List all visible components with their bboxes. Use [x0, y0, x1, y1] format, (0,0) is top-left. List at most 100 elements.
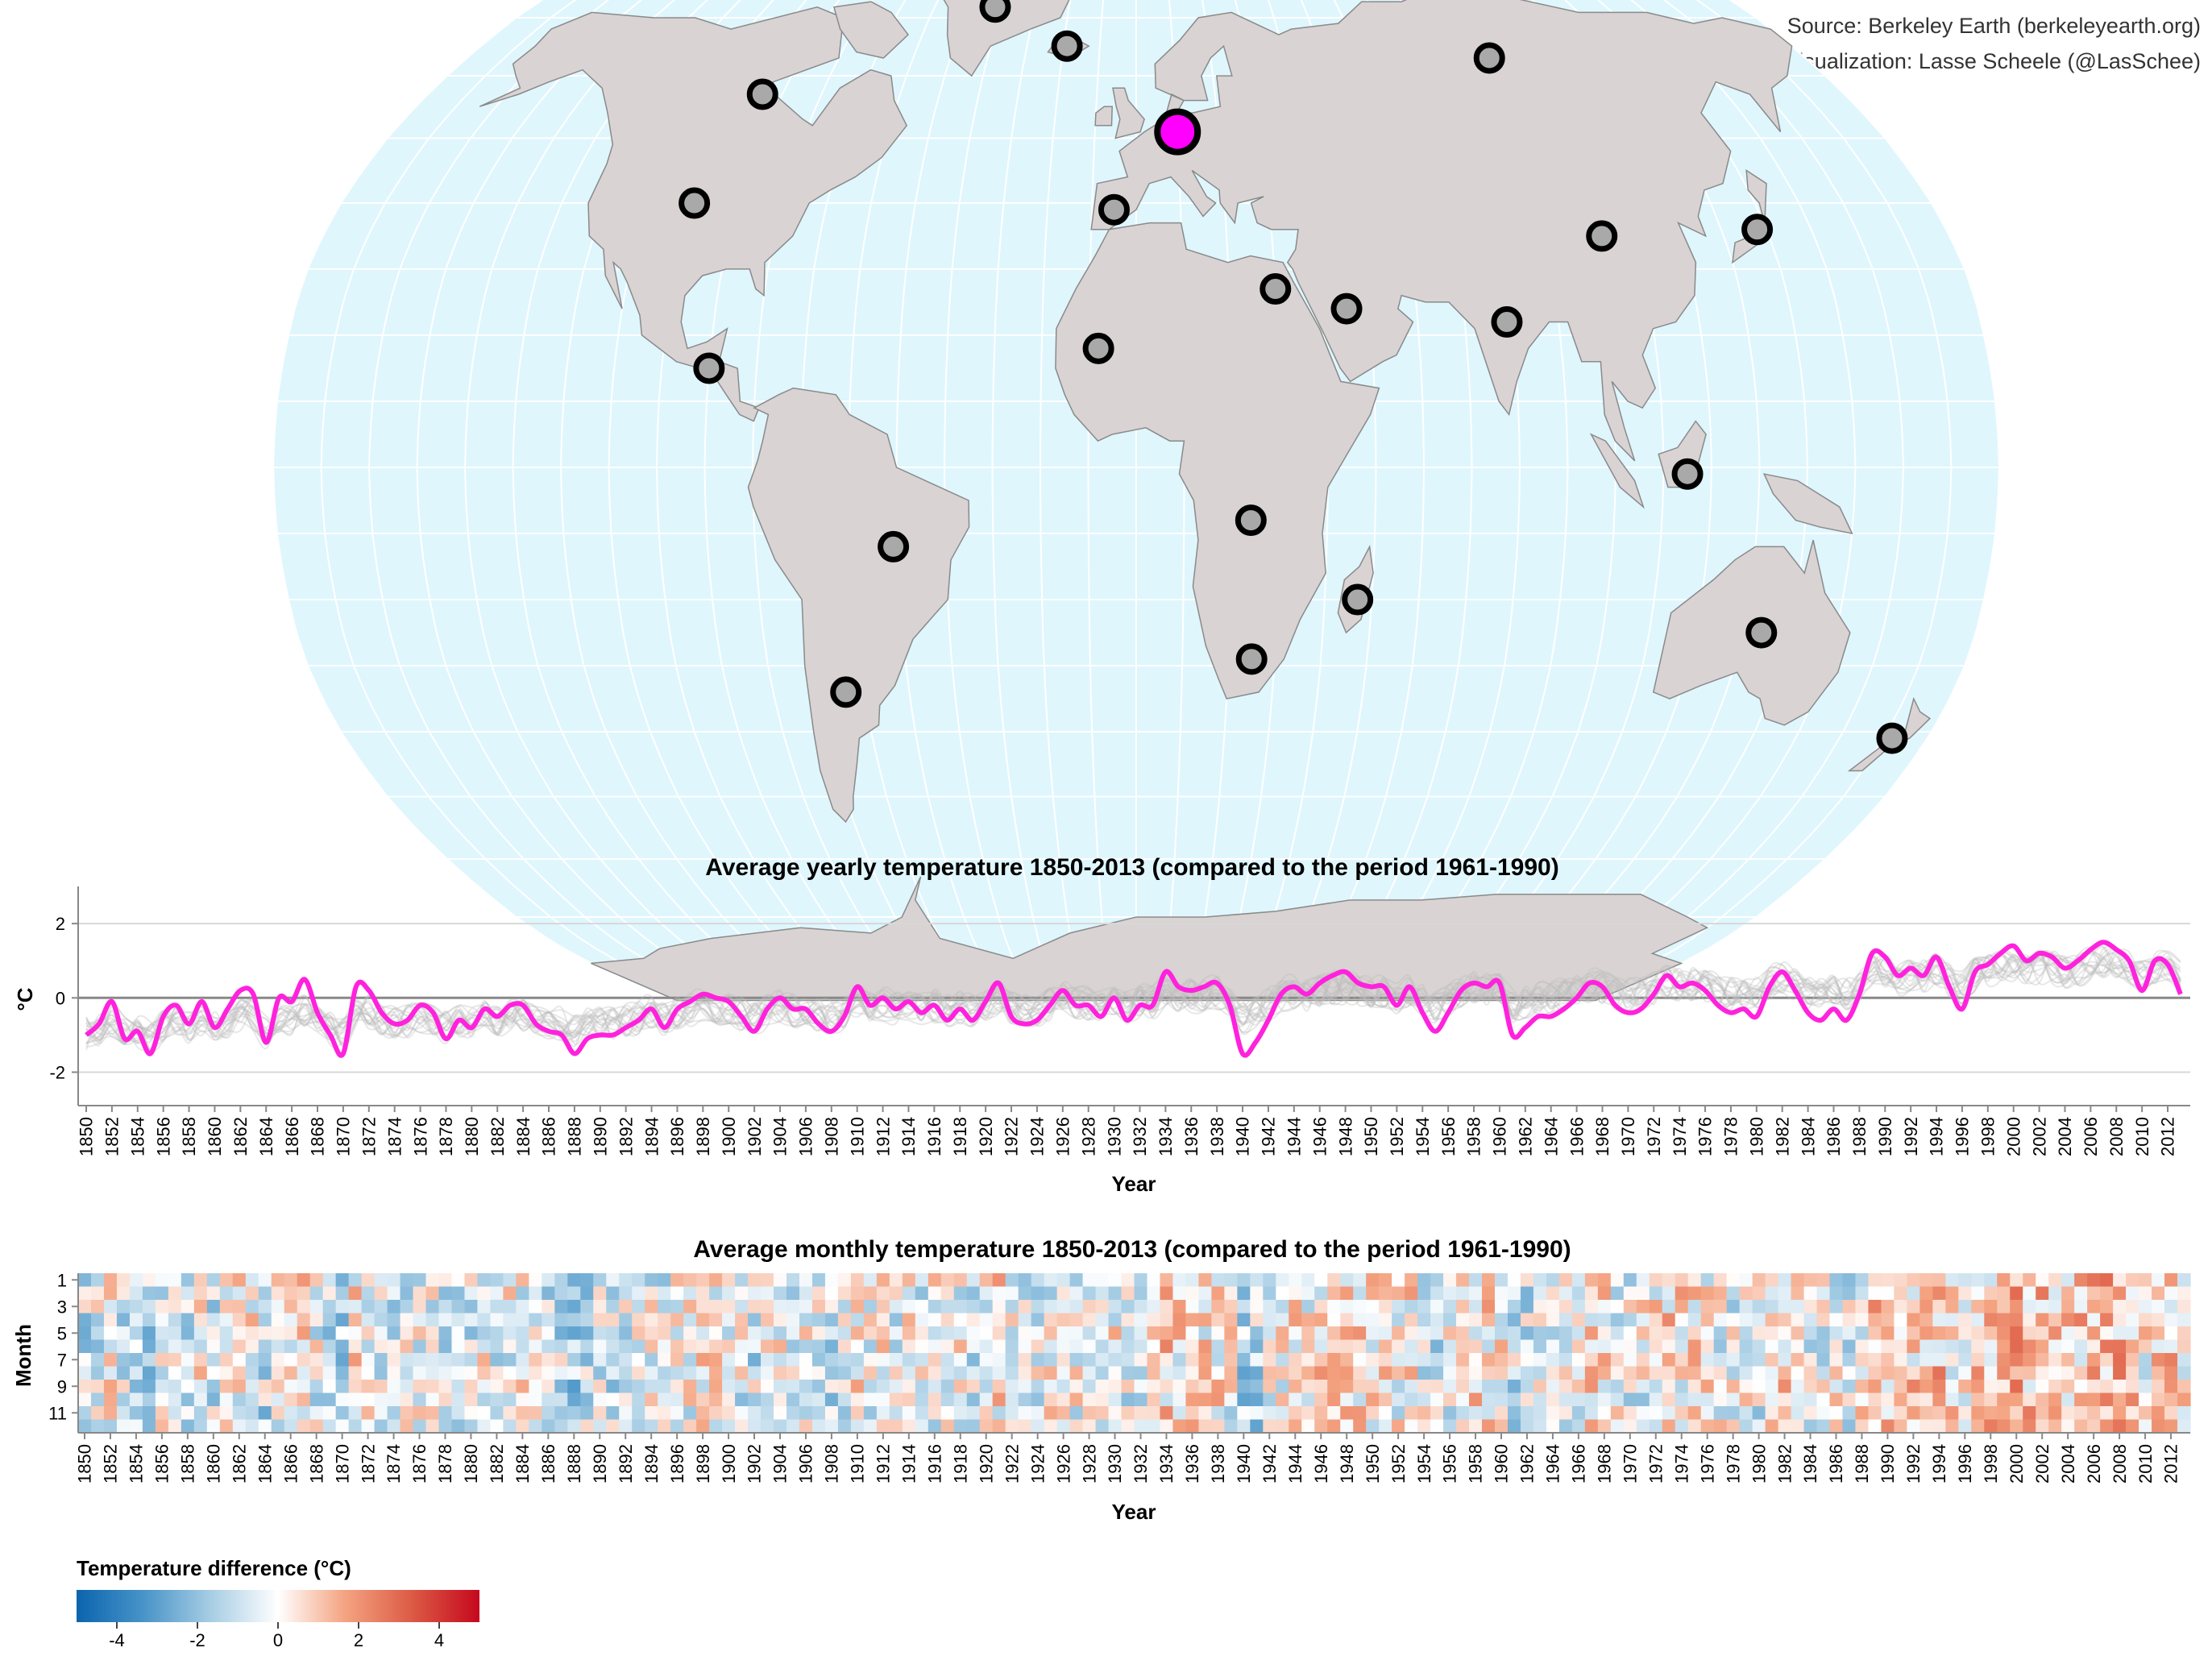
country-marker[interactable]	[1473, 42, 1505, 74]
heatmap-cell	[1031, 1326, 1045, 1341]
heatmap-cell	[953, 1326, 968, 1341]
country-marker[interactable]	[1235, 504, 1267, 537]
heatmap-cell	[1984, 1366, 1998, 1380]
heatmap-cell	[889, 1300, 903, 1314]
country-marker[interactable]	[1491, 306, 1523, 338]
heatmap-cell	[2152, 1380, 2165, 1394]
heatmap-cell	[1984, 1419, 1998, 1434]
heatmap-cell	[2177, 1366, 2191, 1380]
heatmap-cell	[516, 1392, 529, 1407]
country-marker[interactable]	[1235, 643, 1268, 675]
heatmap-cell	[1662, 1366, 1676, 1380]
heatmap-cell	[1211, 1300, 1225, 1314]
country-marker[interactable]	[679, 187, 711, 219]
heatmap-cell	[837, 1380, 852, 1394]
heatmap-cell	[1392, 1380, 1405, 1394]
land-ireland	[1094, 106, 1113, 127]
country-marker[interactable]	[1098, 193, 1130, 226]
selected-country-marker[interactable]	[1154, 108, 1201, 156]
heatmap-cell	[284, 1366, 298, 1380]
heatmap-cell	[1443, 1406, 1457, 1421]
x-tick-label: 1986	[1824, 1117, 1844, 1156]
heatmap-cell	[1997, 1286, 2011, 1301]
country-marker[interactable]	[878, 530, 910, 562]
heatmap-cell	[748, 1326, 762, 1341]
heatmap-cell	[1932, 1339, 1946, 1354]
heatmap-cell	[1031, 1380, 1045, 1394]
heatmap-cell	[863, 1286, 878, 1301]
heatmap-cell	[1005, 1326, 1019, 1341]
heatmap-cell	[155, 1353, 169, 1368]
heatmap-cell	[1546, 1406, 1560, 1421]
heatmap-cell	[1984, 1313, 1998, 1327]
heatmap-cell	[284, 1339, 298, 1354]
heatmap-cell	[1044, 1313, 1058, 1327]
x-tick-label: 1974	[1670, 1117, 1690, 1156]
heatmap-cell	[670, 1326, 684, 1341]
heatmap-cell	[529, 1380, 542, 1394]
country-marker[interactable]	[1342, 583, 1374, 616]
country-marker[interactable]	[1260, 273, 1292, 305]
heatmap-cell	[2152, 1326, 2165, 1341]
heatmap-cell	[1546, 1392, 1560, 1407]
heatmap-cell	[2036, 1339, 2049, 1354]
heatmap-cell	[1301, 1286, 1315, 1301]
heatmap-cell	[90, 1300, 105, 1314]
heatmap-cell	[1816, 1339, 1831, 1354]
heatmap-cell	[516, 1366, 529, 1380]
heatmap-cell	[1584, 1380, 1599, 1394]
country-marker[interactable]	[1745, 616, 1778, 649]
country-marker[interactable]	[1051, 30, 1083, 62]
heatmap-cell	[1095, 1273, 1110, 1288]
heatmap-cell	[1726, 1380, 1741, 1394]
heatmap-cell	[361, 1326, 376, 1341]
country-marker[interactable]	[746, 78, 778, 110]
heatmap-cell	[1185, 1380, 1200, 1394]
x-tick-label: 1906	[796, 1117, 816, 1156]
heatmap-x-tick-label: 1856	[152, 1444, 172, 1484]
heatmap-cell	[258, 1366, 272, 1380]
heatmap-cell	[1533, 1353, 1547, 1368]
country-markers[interactable]	[679, 0, 1908, 754]
country-marker[interactable]	[1876, 722, 1908, 754]
x-tick-label: 1978	[1721, 1117, 1741, 1156]
country-marker[interactable]	[1586, 220, 1618, 252]
country-marker[interactable]	[1741, 214, 1774, 246]
heatmap-cell	[206, 1419, 221, 1434]
heatmap-cell	[103, 1286, 118, 1301]
heatmap-cell	[322, 1380, 337, 1394]
heatmap-cell	[1366, 1313, 1380, 1327]
heatmap-cell	[1392, 1313, 1405, 1327]
heatmap-cell	[1172, 1406, 1187, 1421]
legend-title: Temperature difference (°C)	[77, 1556, 351, 1580]
heatmap-cell	[1894, 1273, 1907, 1288]
heatmap-cell	[799, 1273, 813, 1288]
heatmap-cell	[142, 1286, 156, 1301]
country-marker[interactable]	[1330, 293, 1363, 325]
country-marker[interactable]	[1671, 458, 1704, 490]
country-marker[interactable]	[1082, 332, 1114, 364]
heatmap-cell	[1919, 1392, 1933, 1407]
x-tick-label: 1996	[1953, 1117, 1973, 1156]
heatmap-cell	[953, 1419, 968, 1434]
heatmap-cell	[129, 1286, 143, 1301]
heatmap-cell	[374, 1300, 388, 1314]
country-marker[interactable]	[830, 676, 862, 708]
heatmap-cell	[322, 1392, 337, 1407]
country-marker[interactable]	[693, 352, 725, 384]
heatmap-cell	[1662, 1300, 1676, 1314]
heatmap-cell	[142, 1326, 156, 1341]
heatmap-cell	[1881, 1366, 1895, 1380]
heatmap-cell	[1314, 1339, 1328, 1354]
heatmap-cell	[1018, 1366, 1032, 1380]
heatmap-cell	[1713, 1313, 1728, 1327]
heatmap-cell	[1108, 1380, 1123, 1394]
heatmap-cell	[2087, 1353, 2101, 1368]
heatmap-cell	[1443, 1273, 1457, 1288]
heatmap-cell	[2036, 1406, 2049, 1421]
heatmap-cell	[1675, 1326, 1689, 1341]
heatmap-cell	[2126, 1380, 2139, 1394]
heatmap-cell	[709, 1273, 723, 1288]
heatmap-cell	[735, 1392, 749, 1407]
country-marker[interactable]	[979, 0, 1011, 23]
